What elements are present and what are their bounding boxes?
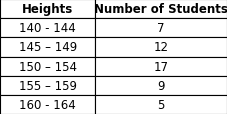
Text: 150 – 154: 150 – 154 xyxy=(19,60,77,73)
Bar xyxy=(95,76,227,95)
Text: 140 - 144: 140 - 144 xyxy=(19,22,76,35)
Bar xyxy=(95,38,227,57)
Bar xyxy=(0,95,95,114)
Bar xyxy=(0,0,95,19)
Bar xyxy=(95,57,227,76)
Bar xyxy=(0,19,95,38)
Bar xyxy=(95,19,227,38)
Text: 145 – 149: 145 – 149 xyxy=(19,41,77,54)
Bar xyxy=(0,76,95,95)
Bar xyxy=(0,38,95,57)
Text: Number of Students: Number of Students xyxy=(94,3,227,16)
Bar xyxy=(0,57,95,76)
Text: 155 – 159: 155 – 159 xyxy=(19,79,77,92)
Text: 12: 12 xyxy=(154,41,169,54)
Text: 7: 7 xyxy=(157,22,165,35)
Text: 17: 17 xyxy=(154,60,169,73)
Text: 160 - 164: 160 - 164 xyxy=(19,98,76,111)
Text: 9: 9 xyxy=(157,79,165,92)
Bar xyxy=(95,0,227,19)
Text: 5: 5 xyxy=(158,98,165,111)
Text: Heights: Heights xyxy=(22,3,73,16)
Bar xyxy=(95,95,227,114)
